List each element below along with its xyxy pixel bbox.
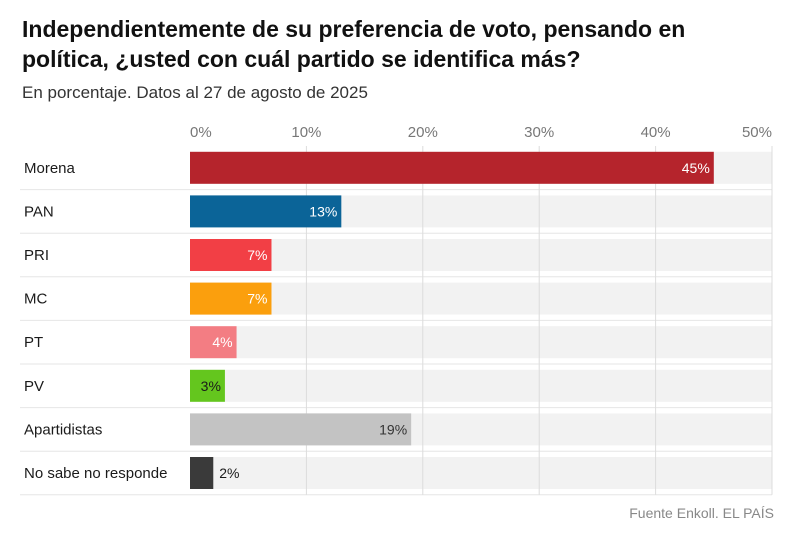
x-tick-label: 40% (641, 124, 671, 141)
bar-track (190, 457, 772, 489)
chart-subtitle: En porcentaje. Datos al 27 de agosto de … (22, 83, 368, 102)
bar (190, 326, 237, 359)
bar-track (190, 326, 772, 359)
category-label: PRI (24, 247, 49, 264)
category-label: MC (24, 291, 47, 308)
value-label: 4% (212, 334, 232, 350)
x-tick-label: 50% (742, 124, 772, 141)
value-label: 19% (379, 421, 407, 437)
x-tick-label: 30% (524, 124, 554, 141)
x-tick-label: 10% (291, 124, 321, 141)
bar (190, 369, 225, 402)
source-note: Fuente Enkoll. EL PAÍS (629, 505, 774, 521)
bar (190, 239, 272, 271)
value-label: 45% (682, 160, 710, 176)
category-label: PV (24, 378, 44, 395)
category-label: PT (24, 334, 43, 351)
x-tick-label: 0% (190, 124, 212, 141)
value-label: 13% (309, 203, 337, 219)
bar (190, 282, 272, 315)
x-tick-label: 20% (408, 124, 438, 141)
category-label: Apartidistas (24, 421, 102, 438)
bar-track (190, 282, 772, 315)
category-label: Morena (24, 160, 76, 177)
bar (190, 151, 714, 184)
tick-layer: 0% 10% 20% 30% 40% 50% (190, 124, 772, 141)
value-label: 3% (201, 378, 221, 394)
label-layer: Morena 45% PAN 13% PRI 7% MC 7% PT 4% PV 3% Apartidi… (24, 160, 710, 482)
chart-title: Independientemente de su preferencia de … (22, 16, 686, 72)
category-label: PAN (24, 203, 54, 220)
bar (190, 457, 214, 489)
value-label: 7% (247, 247, 267, 263)
bar-layer (190, 151, 714, 489)
bar (190, 413, 412, 446)
category-label: No sabe no responde (24, 465, 167, 482)
value-label: 7% (247, 291, 267, 307)
bar-track (190, 239, 772, 271)
bar-track (190, 369, 772, 402)
bar (190, 195, 342, 228)
value-label: 2% (219, 465, 239, 481)
grid-layer (20, 146, 773, 496)
